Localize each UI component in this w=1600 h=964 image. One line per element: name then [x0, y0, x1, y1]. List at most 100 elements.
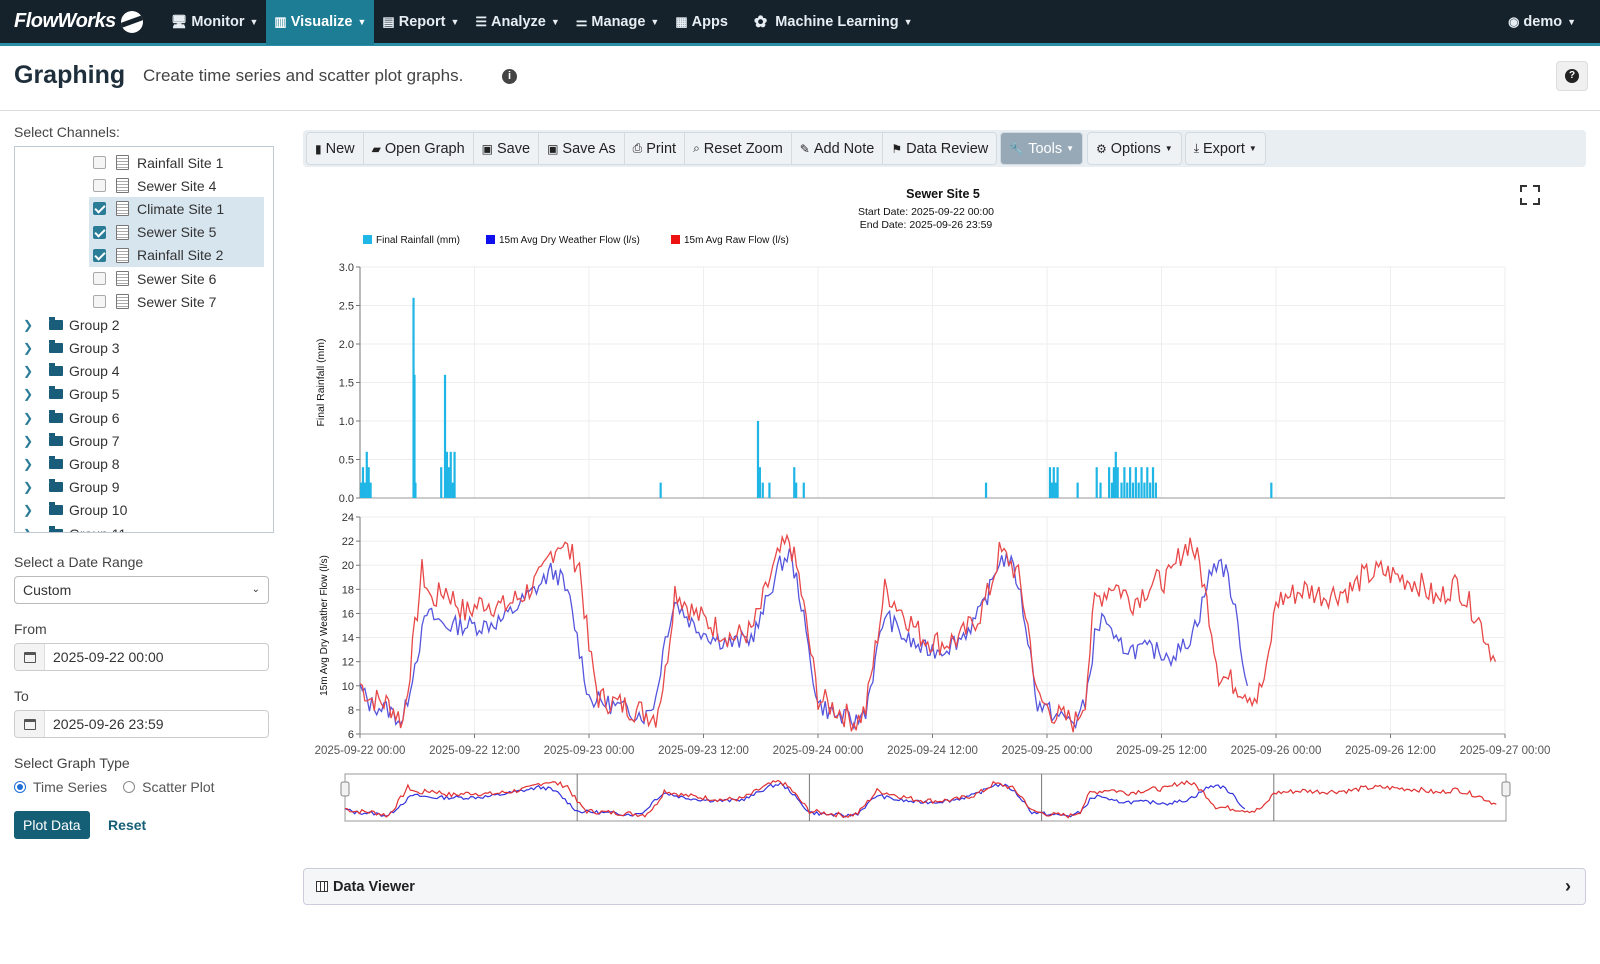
rain-bar: [414, 482, 417, 498]
radio-scatter-plot[interactable]: Scatter Plot: [123, 779, 215, 795]
brand-logo[interactable]: FlowWorks: [14, 10, 143, 33]
navigator-raw-line: [344, 779, 1497, 819]
group-item[interactable]: ❯ Group 6: [15, 406, 273, 429]
nav-manage[interactable]: ⚌ Manage ▼: [568, 0, 668, 45]
options-label: Options: [1110, 140, 1161, 157]
range-navigator[interactable]: [340, 773, 1511, 822]
chevron-right-icon[interactable]: ❯: [23, 503, 34, 518]
export-label: Export: [1203, 140, 1245, 157]
nav-monitor-label: Monitor: [191, 13, 245, 30]
group-item[interactable]: ❯ Group 7: [15, 429, 273, 452]
rain-tick-label: 2.5: [339, 301, 354, 313]
checkbox[interactable]: [93, 272, 106, 286]
channel-item[interactable]: Sewer Site 4: [15, 174, 273, 197]
checkbox[interactable]: [93, 202, 106, 216]
group-item[interactable]: ❯ Group 4: [15, 360, 273, 383]
channel-item[interactable]: Rainfall Site 1: [15, 151, 273, 174]
group-item[interactable]: ❯ Group 3: [15, 337, 273, 360]
x-tick-label: 2025-09-26 12:00: [1345, 745, 1436, 757]
from-date-value: 2025-09-22 00:00: [53, 649, 164, 665]
group-label: Group 6: [69, 409, 120, 426]
from-date-field[interactable]: 2025-09-22 00:00: [14, 643, 269, 671]
chevron-right-icon[interactable]: ❯: [23, 480, 34, 495]
radio-time-series[interactable]: Time Series: [14, 779, 107, 795]
reset-zoom-button[interactable]: ⌕ Reset Zoom: [684, 132, 792, 165]
group-item[interactable]: ❯ Group 8: [15, 452, 273, 475]
chevron-right-icon[interactable]: ❯: [23, 317, 34, 332]
date-range-select[interactable]: Custom ⌄: [14, 576, 269, 604]
time-series-chart[interactable]: Sewer Site 5 Start Date: 2025-09-22 00:0…: [303, 176, 1586, 846]
channel-tree[interactable]: Rainfall Site 1 Sewer Site 4 Climate Site …: [14, 146, 274, 533]
checkbox[interactable]: [93, 248, 106, 262]
channel-icon: [116, 271, 129, 287]
chevron-right-icon[interactable]: ❯: [23, 410, 34, 425]
rain-bar: [1151, 467, 1155, 498]
chart-area[interactable]: Sewer Site 5 Start Date: 2025-09-22 00:0…: [303, 176, 1586, 846]
print-button[interactable]: ⎙ Print: [623, 132, 686, 165]
save-button[interactable]: ▣ Save: [472, 132, 540, 165]
open-graph-button[interactable]: ▰ Open Graph: [362, 132, 474, 165]
data-viewer-panel[interactable]: Data Viewer ›: [303, 868, 1586, 905]
chevron-right-icon[interactable]: ❯: [23, 387, 34, 402]
channel-item[interactable]: Sewer Site 5: [89, 220, 264, 244]
channel-item[interactable]: Climate Site 1: [89, 197, 264, 221]
group-item[interactable]: ❯ Group 10: [15, 499, 273, 522]
navigator-handle[interactable]: [340, 781, 350, 797]
folder-icon: [49, 340, 63, 354]
to-date-field[interactable]: 2025-09-26 23:59: [14, 710, 269, 738]
channel-item[interactable]: Sewer Site 7: [15, 290, 273, 313]
caret-down-icon: ▼: [249, 16, 259, 27]
rain-bar: [984, 482, 988, 498]
data-review-label: Data Review: [906, 140, 989, 157]
group-item[interactable]: ❯ Group 9: [15, 476, 273, 499]
reset-button[interactable]: Reset: [108, 817, 147, 833]
nav-machine-learning[interactable]: ✿ Machine Learning ▼: [746, 0, 921, 45]
options-dropdown[interactable]: ⚙ Options ▼: [1087, 132, 1182, 165]
radio-button[interactable]: [123, 781, 136, 793]
checkbox[interactable]: [93, 295, 106, 309]
download-icon: ⤓: [1193, 141, 1199, 155]
channel-item[interactable]: Rainfall Site 2: [89, 243, 264, 267]
chevron-right-icon[interactable]: ❯: [23, 433, 34, 448]
save-as-button[interactable]: ▣ Save As: [538, 132, 625, 165]
checkbox[interactable]: [93, 179, 106, 193]
from-label: From: [14, 621, 47, 637]
nav-analyze[interactable]: ☰ Analyze ▼: [467, 0, 567, 45]
chevron-right-icon[interactable]: ❯: [23, 527, 35, 532]
checkbox[interactable]: [93, 156, 106, 170]
checkbox[interactable]: [93, 225, 106, 239]
chevron-right-icon[interactable]: ❯: [23, 457, 34, 472]
nav-monitor[interactable]: 🖥 Monitor ▼: [163, 0, 267, 45]
channel-item[interactable]: Sewer Site 6: [15, 267, 273, 290]
add-note-button[interactable]: ✎ Add Note: [790, 132, 884, 165]
flow-tick-label: 10: [342, 681, 354, 693]
nav-apps[interactable]: ▦ Apps: [667, 0, 736, 45]
group-item[interactable]: ❯ Group 5: [15, 383, 273, 406]
navigator-handle[interactable]: [1501, 781, 1511, 797]
chevron-right-icon[interactable]: ❯: [23, 364, 34, 379]
fullscreen-icon[interactable]: [1520, 185, 1540, 205]
export-dropdown[interactable]: ⤓ Export ▼: [1184, 132, 1266, 165]
group-item[interactable]: ❯ Group 11: [15, 522, 273, 532]
data-review-button[interactable]: ⚑ Data Review: [882, 132, 998, 165]
calendar-icon[interactable]: [15, 644, 45, 670]
x-tick-label: 2025-09-24 12:00: [887, 745, 978, 757]
chevron-right-icon[interactable]: ›: [1565, 876, 1571, 896]
radio-button[interactable]: [14, 781, 26, 793]
new-button[interactable]: ▮ New: [306, 132, 364, 165]
group-item[interactable]: ❯ Group 2: [15, 313, 273, 336]
channel-label: Sewer Site 4: [137, 177, 217, 194]
sidebar-actions: Plot Data Reset: [14, 811, 274, 839]
help-button[interactable]: ?: [1556, 61, 1588, 91]
plot-data-button[interactable]: Plot Data: [14, 811, 90, 839]
chevron-right-icon[interactable]: ❯: [23, 341, 34, 356]
tools-dropdown[interactable]: 🔧 Tools ▼: [1000, 132, 1084, 165]
info-icon[interactable]: i: [502, 69, 517, 84]
flow-tick-label: 8: [348, 705, 354, 717]
nav-report[interactable]: ▤ Report ▼: [374, 0, 467, 45]
calendar-icon[interactable]: [15, 711, 45, 737]
nav-user-menu[interactable]: ◉ demo ▼: [1500, 0, 1584, 45]
rain-bar: [1108, 467, 1111, 498]
flow-tick-label: 24: [342, 512, 354, 524]
nav-visualize[interactable]: ▥ Visualize ▼: [266, 0, 375, 45]
